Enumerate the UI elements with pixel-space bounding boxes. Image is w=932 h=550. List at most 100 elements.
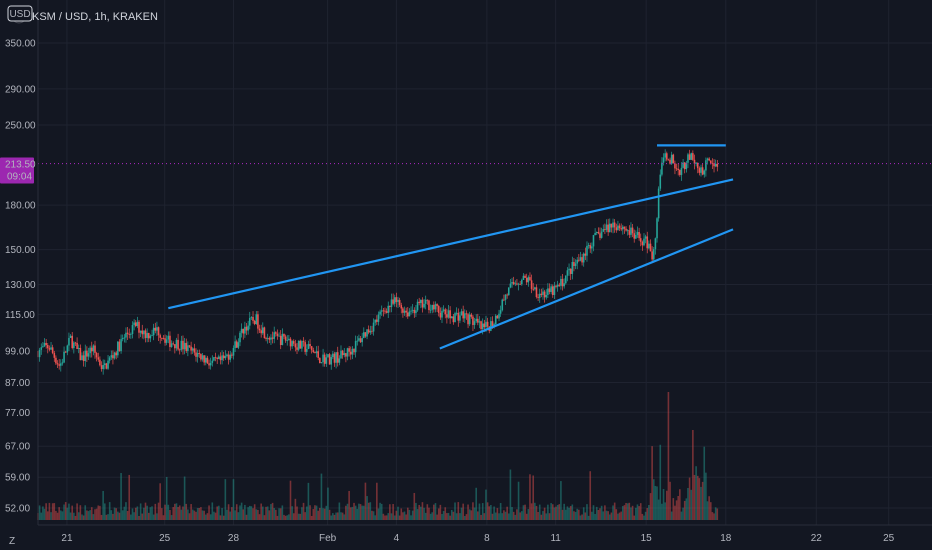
volume-bar <box>690 489 693 520</box>
candle-body <box>677 168 679 170</box>
candle-body <box>82 355 85 362</box>
candle-body <box>219 356 222 361</box>
volume-bar <box>706 501 709 520</box>
candle-body <box>226 354 228 357</box>
candle-body <box>48 348 51 350</box>
time-tick-label: 21 <box>61 533 73 544</box>
price-tick-label: 130.00 <box>5 280 36 291</box>
candle-body <box>73 342 75 349</box>
volume-bar <box>641 513 644 520</box>
candle-body <box>71 335 74 349</box>
candle-body <box>571 262 574 274</box>
volume-bar <box>551 504 554 520</box>
price-tick-label: 115.00 <box>5 310 35 321</box>
volume-bar <box>532 475 535 520</box>
last-price-marker: 213.50 09:04 <box>0 157 36 184</box>
volume-bar <box>669 481 671 520</box>
volume-bar <box>77 512 80 520</box>
volume-bar <box>423 507 425 520</box>
candle-body <box>178 349 181 351</box>
volume-bar <box>511 507 513 520</box>
volume-bar <box>385 515 388 520</box>
candle-body <box>358 338 360 341</box>
volume-bar <box>103 503 106 520</box>
volume-bar <box>403 511 406 520</box>
volume-bar <box>231 507 233 520</box>
volume-bar <box>618 512 621 520</box>
volume-bar <box>688 477 691 520</box>
candle-body <box>574 263 577 266</box>
volume-bar <box>517 481 520 520</box>
candle-body <box>364 332 367 337</box>
candle-body <box>578 259 580 261</box>
volume-bar <box>198 508 201 520</box>
candle-body <box>472 316 474 326</box>
candle-body <box>87 353 90 357</box>
channel-upper-line[interactable] <box>168 178 734 310</box>
volume-bar <box>262 506 264 520</box>
candle-body <box>581 257 583 263</box>
candle-body <box>297 340 300 350</box>
candle-body <box>467 314 469 325</box>
volume-bar <box>317 510 319 520</box>
candle-body <box>672 154 675 164</box>
candle-body <box>382 310 385 312</box>
candle-body <box>690 153 693 160</box>
volume-bar <box>40 512 43 520</box>
candle-body <box>108 357 111 361</box>
candle-body <box>447 310 450 318</box>
candle-body <box>123 337 126 339</box>
candle-body <box>599 233 601 238</box>
volume-bar <box>610 512 613 520</box>
candle-body <box>711 163 714 164</box>
time-tick-label: 8 <box>484 533 490 544</box>
candle-body <box>200 353 202 360</box>
price-axis[interactable]: 52.00 59.00 67.00 77.00 87.00 99.00 115.00 130.… <box>5 0 39 525</box>
trend-drawings[interactable] <box>38 144 932 350</box>
candle-body <box>462 311 464 319</box>
candle-body <box>175 339 178 349</box>
candle-body <box>56 363 59 365</box>
volume-bar <box>380 503 383 520</box>
volume-bar <box>612 505 614 520</box>
candle-body <box>656 218 658 239</box>
channel-lower-line[interactable] <box>439 228 734 350</box>
candle-body <box>372 322 375 332</box>
time-axis[interactable]: 21 25 28 Feb 4 8 11 15 18 22 25 <box>38 524 932 544</box>
price-tick-label: 67.00 <box>5 442 30 453</box>
candle-body <box>478 321 481 323</box>
candle-body <box>146 333 148 338</box>
volume-bar <box>408 509 411 520</box>
volume-bar <box>276 515 279 520</box>
candle-body <box>716 163 719 167</box>
volume-bar <box>475 487 478 520</box>
candle-body <box>644 236 647 239</box>
volume-bar <box>294 498 297 520</box>
volume-bar <box>152 514 155 520</box>
volume-bar <box>162 515 165 520</box>
volume-bar <box>522 505 525 520</box>
volume-bar <box>392 504 394 520</box>
volume-bar <box>665 490 668 520</box>
time-tick-label: 4 <box>394 533 400 544</box>
price-tick-label: 350.00 <box>5 39 36 50</box>
volume-bar <box>248 505 251 520</box>
volume-bar <box>402 512 404 520</box>
volume-bar <box>550 503 552 520</box>
auto-scale-button[interactable]: Z <box>9 536 15 547</box>
volume-bar <box>187 509 189 520</box>
currency-badge[interactable]: USD <box>7 5 33 22</box>
volume-bar <box>50 512 52 520</box>
volume-bar <box>214 512 217 520</box>
volume-bar <box>345 505 347 520</box>
volume-bar <box>299 513 302 520</box>
candle-body <box>187 345 189 352</box>
candle-body <box>661 162 663 175</box>
volume-bar <box>545 513 548 520</box>
candle-body <box>278 335 280 337</box>
volume-bar <box>455 513 458 520</box>
candle-body <box>97 357 100 360</box>
volume-bar <box>714 507 717 520</box>
candle-body <box>550 286 552 292</box>
